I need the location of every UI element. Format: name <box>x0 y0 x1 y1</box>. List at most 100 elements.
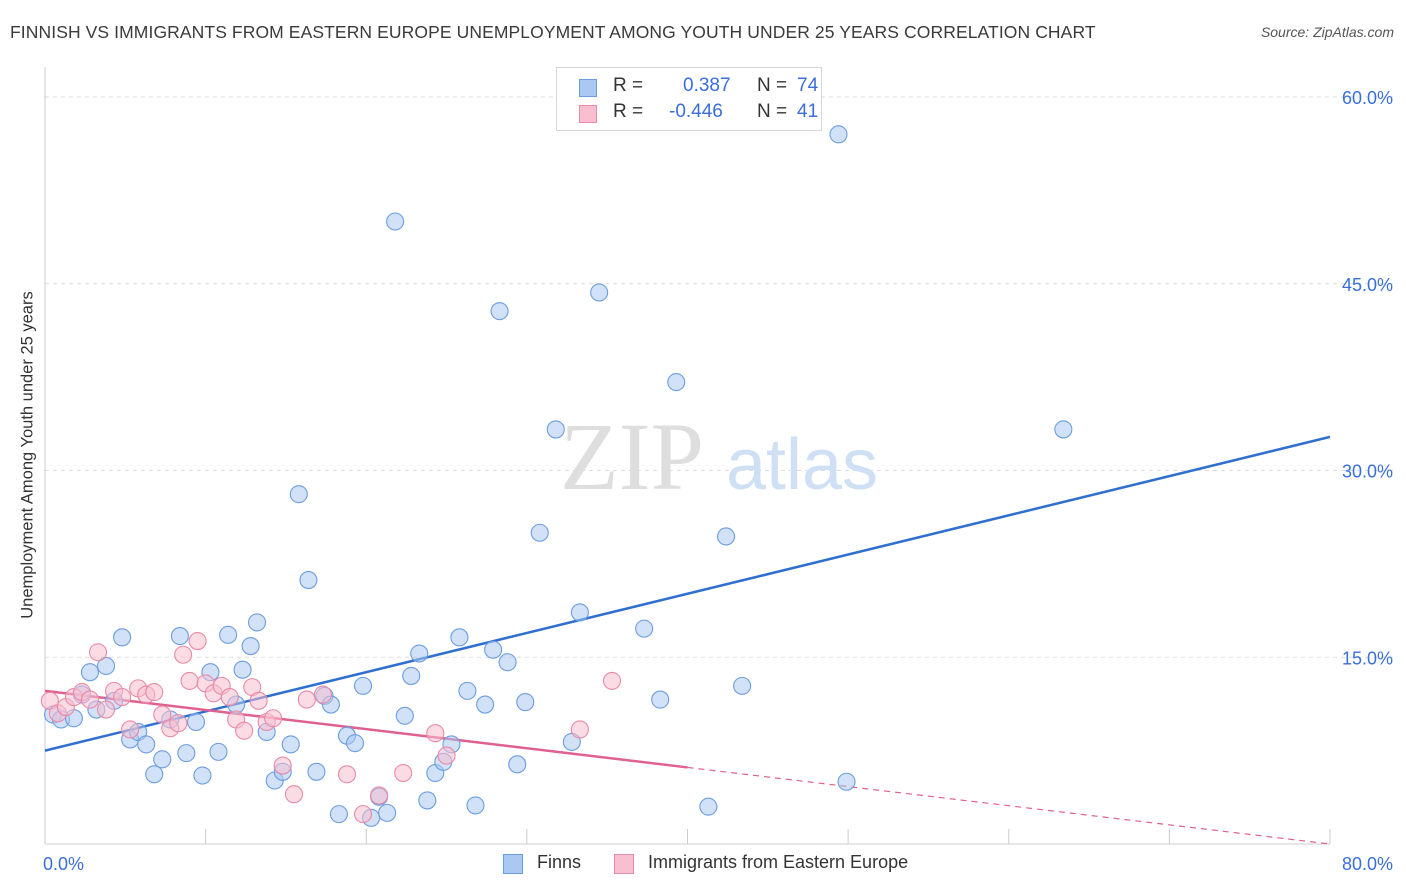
y-tick-label: 30.0% <box>1342 462 1393 482</box>
immigrants-point <box>337 765 357 784</box>
immigrants-trend-line-extension <box>687 766 1331 845</box>
immigrants-point <box>284 785 304 804</box>
immigrants-point <box>426 724 445 743</box>
legend-n-value-finns: 74 <box>797 75 819 96</box>
legend-n-label: N = <box>757 75 788 96</box>
legend-r-label: R = <box>613 101 644 122</box>
y-tick-label: 45.0% <box>1342 275 1393 295</box>
finns-point <box>490 302 509 321</box>
finns-point <box>209 742 228 761</box>
finns-point <box>484 640 503 659</box>
y-tick-label: 60.0% <box>1342 88 1393 108</box>
finns-point <box>590 283 609 302</box>
finns-point <box>299 571 318 590</box>
finns-point <box>177 744 196 763</box>
finns-point <box>530 523 549 542</box>
immigrants-point <box>121 720 140 739</box>
finns-point <box>289 485 308 504</box>
finns-point <box>716 527 736 546</box>
immigrants-point <box>370 786 389 805</box>
finns-point <box>667 373 686 392</box>
finns-point <box>1054 420 1073 439</box>
finns-point <box>699 797 718 816</box>
finns-point <box>233 660 252 679</box>
finns-point <box>386 212 405 231</box>
legend-n-label: N = <box>757 101 788 122</box>
finns-point <box>837 772 856 791</box>
immigrants-point <box>437 746 456 765</box>
immigrants-point <box>264 709 283 728</box>
finns-point <box>137 735 156 754</box>
legend-r-value-immigrants: -0.446 <box>669 101 723 122</box>
immigrants-point <box>394 763 413 783</box>
finns-point <box>466 796 485 815</box>
finns-point <box>186 712 206 732</box>
watermark-zip: ZIP <box>560 403 704 510</box>
immigrants-point <box>249 691 268 710</box>
watermark-atlas: atlas <box>726 425 878 505</box>
finns-point <box>247 613 267 632</box>
finns-point <box>329 805 348 824</box>
finns-point <box>635 619 654 638</box>
immigrants-trend-line <box>44 689 688 769</box>
y-tick-label: 15.0% <box>1342 648 1393 668</box>
finns-point <box>80 663 100 682</box>
legend-r-value-finns: 0.387 <box>683 75 731 96</box>
y-axis-label: Unemployment Among Youth under 25 years <box>18 291 37 619</box>
finns-point <box>733 676 752 695</box>
grid-lines <box>45 96 1395 658</box>
finns-point <box>450 628 469 647</box>
finns-point <box>458 681 477 700</box>
bottom-legend-label-immigrants: Immigrants from Eastern Europe <box>648 852 909 872</box>
finns-point <box>829 125 848 144</box>
chart-title: FINNISH VS IMMIGRANTS FROM EASTERN EUROP… <box>10 22 1096 42</box>
finns-point <box>418 791 437 810</box>
legend-n-value-immigrants: 41 <box>797 101 819 122</box>
immigrants-point <box>353 805 373 824</box>
immigrants-point <box>273 756 292 775</box>
finns-point <box>96 656 116 676</box>
finns-point <box>145 765 164 784</box>
immigrants-point <box>570 720 589 739</box>
legend-swatch-immigrants <box>579 105 597 123</box>
immigrants-point <box>113 688 132 707</box>
finns-point <box>546 420 565 439</box>
finns-point <box>570 603 589 622</box>
immigrants-point <box>602 671 622 690</box>
immigrants-point <box>80 690 100 709</box>
immigrants-point <box>220 688 239 707</box>
finns-point <box>193 766 212 785</box>
finns-point <box>402 666 421 685</box>
immigrants-point <box>169 714 188 733</box>
finns-point <box>281 735 300 754</box>
immigrants-point <box>88 643 108 662</box>
finns-point <box>508 755 527 774</box>
bottom-legend-swatch-immigrants <box>614 854 634 874</box>
immigrants-point <box>174 645 193 664</box>
immigrants-point <box>96 700 116 719</box>
bottom-legend-label-finns: Finns <box>537 852 582 872</box>
finns-point <box>241 636 260 656</box>
immigrants-point <box>153 705 172 724</box>
finns-point <box>410 644 429 663</box>
finns-point <box>378 803 397 822</box>
finns-point <box>345 734 365 753</box>
data-points <box>40 125 1073 827</box>
source-label: Source: ZipAtlas.com <box>1260 24 1394 40</box>
finns-point <box>307 762 326 781</box>
immigrants-point <box>297 690 316 709</box>
immigrants-point <box>180 671 199 690</box>
immigrants-point <box>313 685 332 704</box>
finns-point <box>651 690 670 709</box>
stats-legend: R = 0.387 N = 74 R = -0.446 N = 41 <box>556 67 822 131</box>
x-tick-label: 80.0% <box>1342 854 1393 874</box>
finns-point <box>498 653 517 672</box>
legend-r-label: R = <box>613 75 644 96</box>
finns-point <box>516 693 535 712</box>
finns-point <box>153 750 172 769</box>
finns-point <box>170 627 189 646</box>
finns-point <box>395 706 414 725</box>
finns-point <box>476 695 495 714</box>
immigrants-point <box>188 632 207 651</box>
immigrants-point <box>145 683 164 702</box>
